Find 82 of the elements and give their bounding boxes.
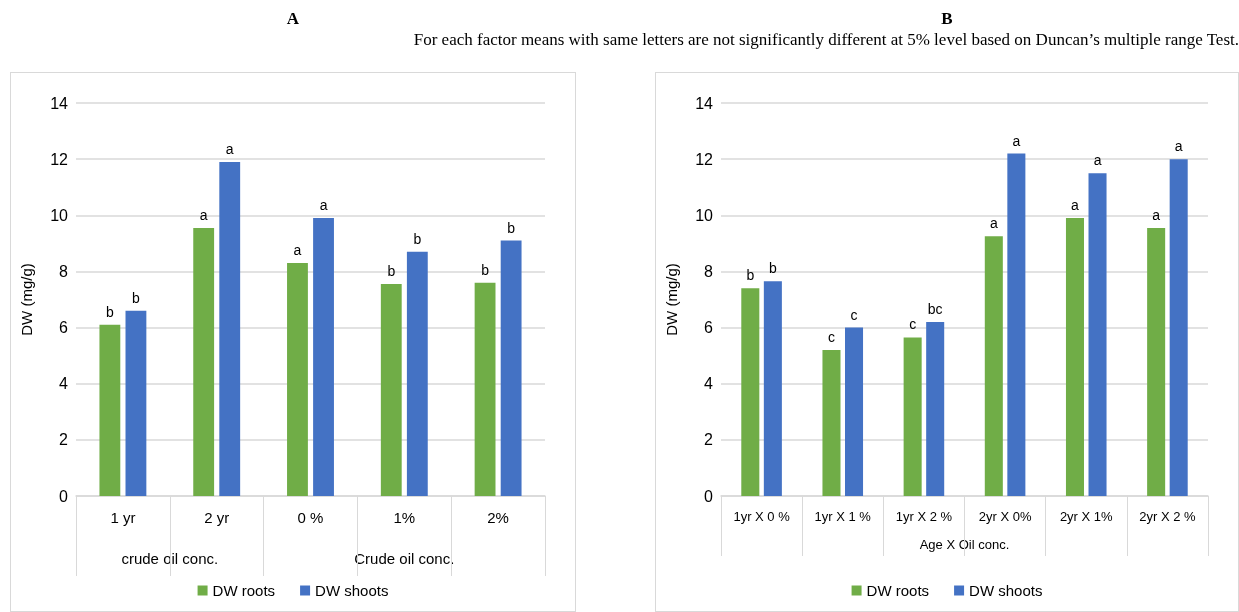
x-tick-label: 1yr X 2 % <box>895 509 953 524</box>
y-tick-label: 14 <box>695 94 714 112</box>
x-tick-label: 2% <box>487 509 509 526</box>
x-tick-label: 1% <box>393 509 416 526</box>
y-tick-label: 10 <box>50 206 69 224</box>
y-axis-title: DW (mg/g) <box>663 263 680 336</box>
legend-label: DW shoots <box>315 582 389 599</box>
data-label: b <box>507 219 516 236</box>
bar <box>125 310 147 496</box>
bar <box>287 263 308 496</box>
x-axis-title: Age X Oil conc. <box>919 537 1010 552</box>
chart-title: B <box>940 8 954 30</box>
data-label: b <box>481 261 490 278</box>
bar <box>903 337 922 496</box>
data-label: a <box>199 206 208 223</box>
data-label: a <box>1174 138 1183 155</box>
x-tick-label: 0 % <box>297 509 324 526</box>
chart-subtitle: For each factor means with same letters are not significantly different at 5% level based on Duncan’s multiple range Test. <box>413 30 1239 50</box>
data-label: a <box>225 140 234 157</box>
data-label: b <box>746 267 755 284</box>
data-label: a <box>1012 132 1021 149</box>
x-tick-label: 2yr X 2 % <box>1139 509 1197 524</box>
data-label: a <box>1152 206 1161 223</box>
bar <box>313 218 334 496</box>
y-tick-label: 6 <box>704 319 714 337</box>
y-tick-label: 10 <box>695 206 714 224</box>
x-tick-label: 1yr X 0 % <box>733 509 791 524</box>
bar <box>926 321 945 496</box>
x-tick-label: 1yr X 1 % <box>814 509 872 524</box>
y-axis-title: DW (mg/g) <box>18 263 35 336</box>
data-label: a <box>319 197 328 214</box>
data-label: b <box>768 260 777 277</box>
bar <box>1147 227 1166 496</box>
y-tick-label: 8 <box>59 262 69 280</box>
data-label: a <box>1071 197 1080 214</box>
x-tick-label: 2yr X 0% <box>978 509 1032 524</box>
bar <box>1169 159 1188 496</box>
x-tick-label: 1 yr <box>110 509 136 526</box>
data-label: c <box>909 316 917 333</box>
bar <box>406 251 428 496</box>
data-label: a <box>293 242 302 259</box>
bar <box>763 281 782 496</box>
y-tick-label: 0 <box>59 487 69 505</box>
y-tick-label: 2 <box>704 431 714 449</box>
bar <box>984 236 1003 496</box>
y-tick-label: 0 <box>704 487 714 505</box>
text: Crude oil conc. <box>354 549 455 567</box>
data-label: b <box>413 230 422 247</box>
data-label: b <box>132 289 141 306</box>
bar <box>193 227 215 496</box>
data-label: bc <box>927 300 943 317</box>
bar <box>1007 153 1026 496</box>
legend-label: DW shoots <box>969 582 1043 599</box>
bar <box>99 324 121 496</box>
bar <box>741 288 760 496</box>
data-label: b <box>387 263 396 280</box>
x-tick-label: 2 yr <box>204 509 230 526</box>
bar <box>474 282 496 496</box>
y-tick-label: 12 <box>50 150 69 168</box>
y-tick-label: 14 <box>50 94 69 112</box>
bar <box>219 161 241 496</box>
legend-label: DW roots <box>866 582 930 599</box>
x-tick-label: 2yr X 1% <box>1059 509 1114 524</box>
y-tick-label: 6 <box>59 319 69 337</box>
bar <box>500 240 522 496</box>
y-tick-label: 4 <box>704 375 714 393</box>
legend-label: DW roots <box>212 582 276 599</box>
data-label: c <box>850 306 858 323</box>
y-tick-label: 4 <box>59 375 69 393</box>
data-label: c <box>827 329 835 346</box>
chart-title: A <box>285 8 301 30</box>
data-label: a <box>989 215 998 232</box>
bar <box>845 327 864 496</box>
bar <box>380 284 402 496</box>
y-tick-label: 12 <box>695 150 714 168</box>
bar <box>822 350 841 496</box>
bar <box>1065 218 1084 496</box>
y-tick-label: 8 <box>704 262 714 280</box>
bar <box>1088 173 1107 496</box>
data-label: a <box>1093 152 1102 169</box>
data-label: b <box>105 303 114 320</box>
y-tick-label: 2 <box>59 431 69 449</box>
